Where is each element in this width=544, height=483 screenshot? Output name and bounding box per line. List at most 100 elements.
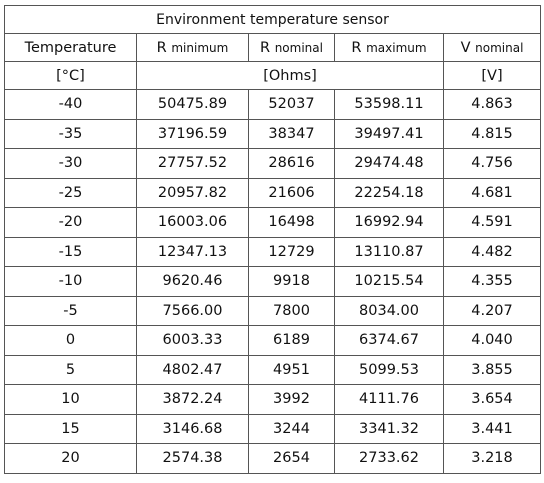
cell-r-nominal: 16498 xyxy=(248,207,335,238)
header-row: Temperature R minimum R nominal R maximu… xyxy=(4,33,542,62)
cell-temperature: 10 xyxy=(4,384,137,415)
cell-r-nominal: 3244 xyxy=(248,413,335,444)
cell-r-minimum: 37196.59 xyxy=(136,118,249,149)
cell-v-nominal: 4.591 xyxy=(442,207,542,238)
cell-v-nominal: 3.441 xyxy=(442,413,542,444)
cell-r-maximum: 2733.62 xyxy=(334,443,444,474)
cell-r-minimum: 20957.82 xyxy=(136,177,249,208)
cell-r-minimum: 3146.68 xyxy=(136,413,249,444)
cell-r-maximum: 39497.41 xyxy=(334,118,444,149)
unit-voltage: [V] xyxy=(442,61,542,90)
cell-r-maximum: 3341.32 xyxy=(334,413,444,444)
cell-temperature: 0 xyxy=(4,325,137,356)
cell-temperature: -35 xyxy=(4,118,137,149)
table-row: -15 12347.13 12729 13110.87 4.482 xyxy=(4,236,542,267)
header-temperature: Temperature xyxy=(4,33,137,62)
cell-v-nominal: 4.040 xyxy=(442,325,542,356)
header-r-nominal-sub: nominal xyxy=(274,40,323,55)
cell-v-nominal: 3.654 xyxy=(442,384,542,415)
cell-v-nominal: 4.207 xyxy=(442,295,542,326)
cell-r-minimum: 3872.24 xyxy=(136,384,249,415)
table-row: 15 3146.68 3244 3341.32 3.441 xyxy=(4,413,542,444)
cell-v-nominal: 3.855 xyxy=(442,354,542,385)
cell-r-nominal: 21606 xyxy=(248,177,335,208)
table-row: 5 4802.47 4951 5099.53 3.855 xyxy=(4,354,542,385)
cell-r-nominal: 3992 xyxy=(248,384,335,415)
cell-temperature: -5 xyxy=(4,295,137,326)
cell-v-nominal: 4.815 xyxy=(442,118,542,149)
cell-r-maximum: 29474.48 xyxy=(334,148,444,179)
cell-r-maximum: 6374.67 xyxy=(334,325,444,356)
cell-r-maximum: 5099.53 xyxy=(334,354,444,385)
table-row: -40 50475.89 52037 53598.11 4.863 xyxy=(4,89,542,120)
header-r-maximum: R maximum xyxy=(334,33,444,62)
cell-r-maximum: 4111.76 xyxy=(334,384,444,415)
header-r-nominal: R nominal xyxy=(248,33,335,62)
cell-temperature: -15 xyxy=(4,236,137,267)
cell-r-minimum: 4802.47 xyxy=(136,354,249,385)
unit-temperature: [°C] xyxy=(4,61,137,90)
cell-v-nominal: 4.482 xyxy=(442,236,542,267)
cell-r-minimum: 6003.33 xyxy=(136,325,249,356)
cell-temperature: 20 xyxy=(4,443,137,474)
header-r-maximum-sub: maximum xyxy=(366,40,427,55)
header-r-nominal-main: R xyxy=(260,39,271,56)
cell-r-maximum: 16992.94 xyxy=(334,207,444,238)
cell-r-nominal: 52037 xyxy=(248,89,335,120)
table-row: -10 9620.46 9918 10215.54 4.355 xyxy=(4,266,542,297)
table-row: 20 2574.38 2654 2733.62 3.218 xyxy=(4,443,542,474)
table-row: 0 6003.33 6189 6374.67 4.040 xyxy=(4,325,542,356)
cell-r-nominal: 7800 xyxy=(248,295,335,326)
cell-r-minimum: 16003.06 xyxy=(136,207,249,238)
cell-r-maximum: 8034.00 xyxy=(334,295,444,326)
cell-r-minimum: 2574.38 xyxy=(136,443,249,474)
cell-temperature: -30 xyxy=(4,148,137,179)
table-title: Environment temperature sensor xyxy=(3,5,542,34)
header-temperature-label: Temperature xyxy=(24,39,117,56)
cell-temperature: -40 xyxy=(4,89,137,120)
cell-r-nominal: 38347 xyxy=(248,118,335,149)
header-r-minimum-main: R xyxy=(156,39,167,56)
table-row: -30 27757.52 28616 29474.48 4.756 xyxy=(4,148,542,179)
cell-r-maximum: 10215.54 xyxy=(334,266,444,297)
cell-r-nominal: 6189 xyxy=(248,325,335,356)
cell-r-minimum: 12347.13 xyxy=(136,236,249,267)
cell-r-maximum: 53598.11 xyxy=(334,89,444,120)
cell-r-nominal: 4951 xyxy=(248,354,335,385)
cell-temperature: -10 xyxy=(4,266,137,297)
units-row: [°C] [Ohms] [V] xyxy=(4,61,542,90)
cell-v-nominal: 4.863 xyxy=(442,89,542,120)
cell-v-nominal: 4.756 xyxy=(442,148,542,179)
cell-r-nominal: 12729 xyxy=(248,236,335,267)
header-r-minimum-sub: minimum xyxy=(171,40,229,55)
sensor-table-container: Environment temperature sensor Temperatu… xyxy=(3,5,542,474)
header-v-nominal-sub: nominal xyxy=(475,40,524,55)
cell-r-minimum: 27757.52 xyxy=(136,148,249,179)
table-row: -20 16003.06 16498 16992.94 4.591 xyxy=(4,207,542,238)
cell-r-nominal: 28616 xyxy=(248,148,335,179)
cell-v-nominal: 4.355 xyxy=(442,266,542,297)
table-row: 10 3872.24 3992 4111.76 3.654 xyxy=(4,384,542,415)
table-row: -35 37196.59 38347 39497.41 4.815 xyxy=(4,118,542,149)
cell-r-nominal: 9918 xyxy=(248,266,335,297)
sensor-table: Environment temperature sensor Temperatu… xyxy=(3,5,542,474)
header-v-nominal-main: V xyxy=(460,39,471,56)
table-row: -5 7566.00 7800 8034.00 4.207 xyxy=(4,295,542,326)
cell-r-maximum: 13110.87 xyxy=(334,236,444,267)
cell-v-nominal: 4.681 xyxy=(442,177,542,208)
cell-r-nominal: 2654 xyxy=(248,443,335,474)
cell-r-minimum: 50475.89 xyxy=(136,89,249,120)
header-r-minimum: R minimum xyxy=(136,33,249,62)
cell-r-maximum: 22254.18 xyxy=(334,177,444,208)
table-title-row: Environment temperature sensor xyxy=(3,5,542,34)
cell-temperature: 5 xyxy=(4,354,137,385)
header-v-nominal: V nominal xyxy=(442,33,542,62)
table-row: -25 20957.82 21606 22254.18 4.681 xyxy=(4,177,542,208)
cell-temperature: -20 xyxy=(4,207,137,238)
cell-temperature: 15 xyxy=(4,413,137,444)
cell-v-nominal: 3.218 xyxy=(442,443,542,474)
cell-r-minimum: 7566.00 xyxy=(136,295,249,326)
cell-temperature: -25 xyxy=(4,177,137,208)
header-r-maximum-main: R xyxy=(351,39,362,56)
unit-resistance: [Ohms] xyxy=(136,61,444,90)
